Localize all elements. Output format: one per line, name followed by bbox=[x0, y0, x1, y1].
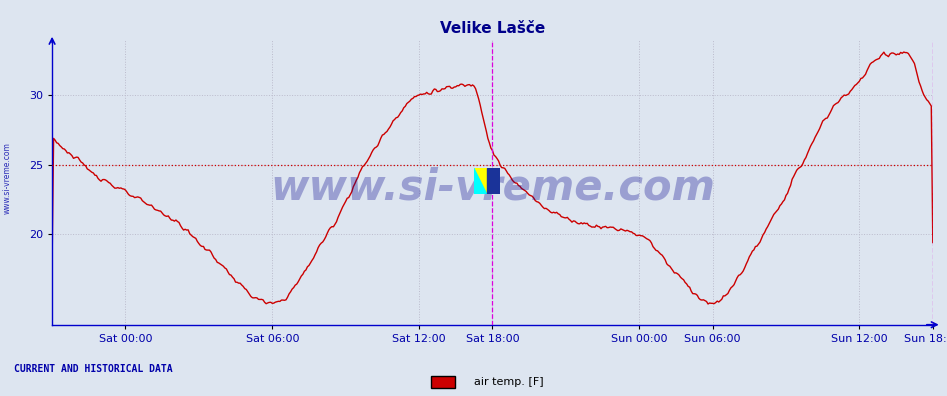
Text: www.si-vreme.com: www.si-vreme.com bbox=[270, 167, 715, 209]
Text: www.si-vreme.com: www.si-vreme.com bbox=[3, 142, 12, 214]
Text: air temp. [F]: air temp. [F] bbox=[474, 377, 544, 387]
Polygon shape bbox=[474, 168, 487, 194]
Polygon shape bbox=[474, 168, 487, 194]
Text: CURRENT AND HISTORICAL DATA: CURRENT AND HISTORICAL DATA bbox=[14, 364, 173, 374]
Title: Velike Lašče: Velike Lašče bbox=[439, 21, 545, 36]
Bar bbox=[487, 168, 500, 194]
